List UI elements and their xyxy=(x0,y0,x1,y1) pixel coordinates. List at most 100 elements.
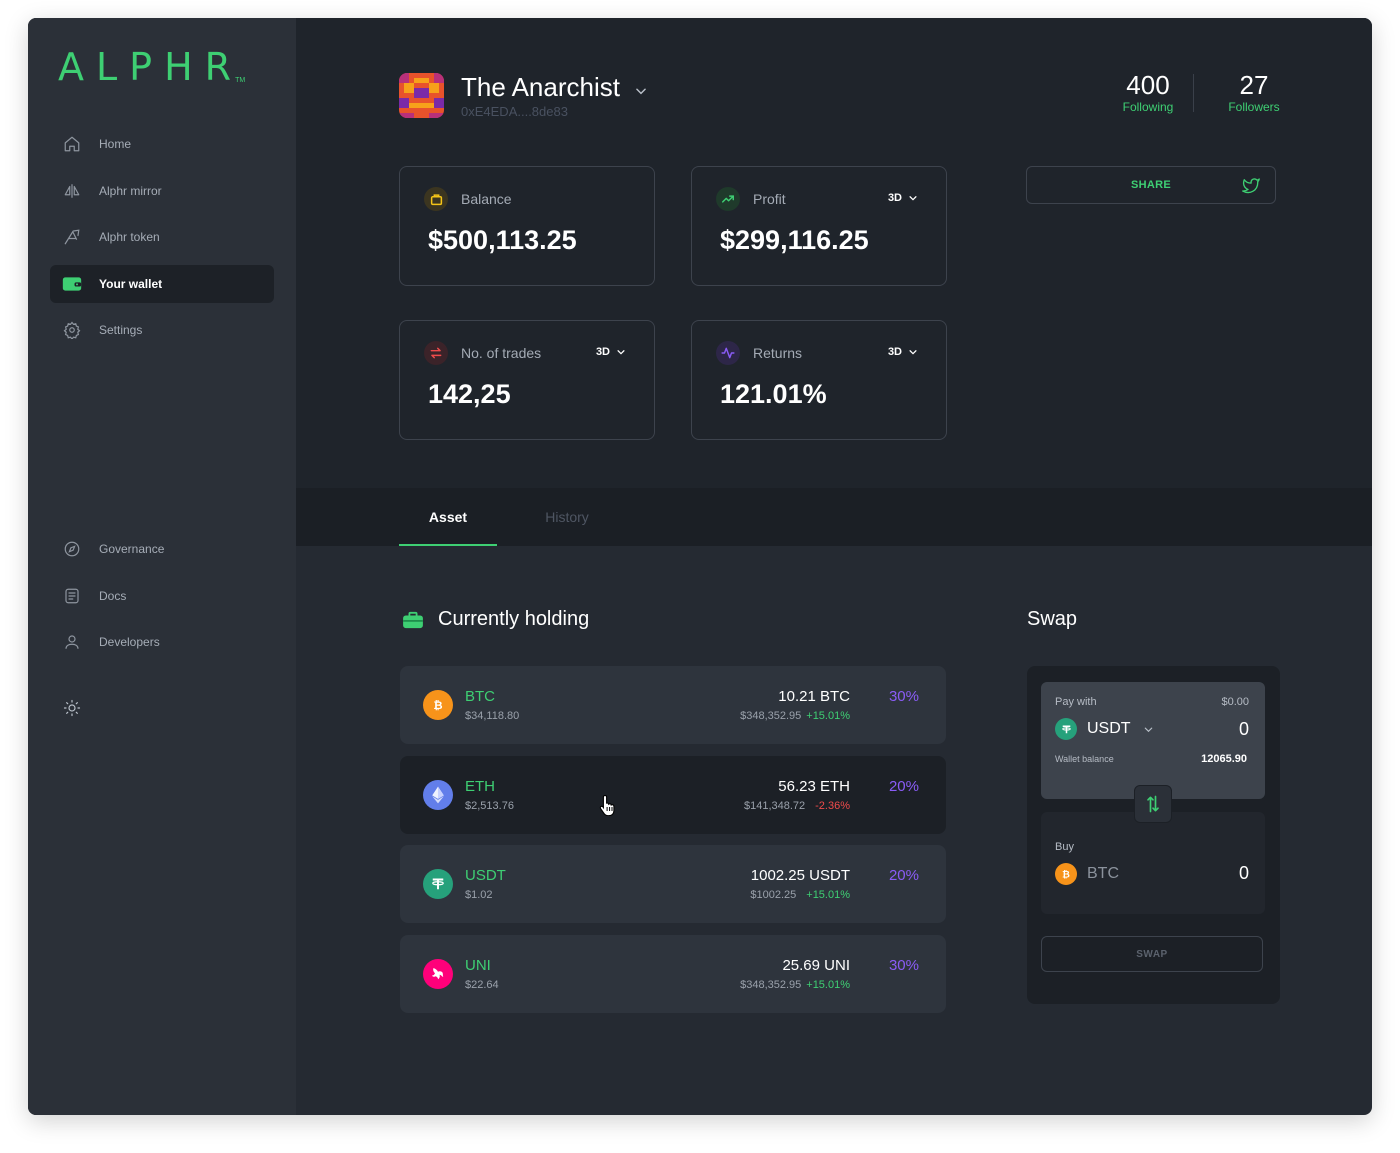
returns-title: Returns xyxy=(753,345,803,361)
holding-row-btc[interactable]: ₿ BTC $34,118.80 10.21 BTC $348,352.95 +1… xyxy=(400,666,946,744)
transfer-icon xyxy=(424,341,448,365)
compass-icon xyxy=(62,539,82,559)
profit-title: Profit xyxy=(753,191,786,207)
returns-card: Returns 3D 121.01% xyxy=(691,320,947,440)
sidebar-item-alphr-mirror[interactable]: Alphr mirror xyxy=(50,172,274,210)
sidebar-item-docs[interactable]: Docs xyxy=(50,577,274,615)
logo-text: ALPHR xyxy=(58,45,244,89)
holding-change: +15.01% xyxy=(806,710,850,722)
stat-divider xyxy=(1193,74,1194,112)
trend-up-icon xyxy=(716,187,740,211)
share-button[interactable]: SHARE xyxy=(1026,166,1276,204)
holding-change: +15.01% xyxy=(806,979,850,992)
following-count: 400 xyxy=(1126,70,1170,100)
swap-arrows-icon xyxy=(1147,795,1159,813)
profile-name-dropdown[interactable]: The Anarchist xyxy=(461,70,648,105)
holding-change: -2.36% xyxy=(815,799,850,812)
holding-price: $34,118.80 xyxy=(465,710,520,722)
returns-period-select[interactable]: 3D xyxy=(888,346,918,358)
swap-heading: Swap xyxy=(1027,608,1078,630)
token-icon xyxy=(62,227,82,247)
pay-with-label: Pay with xyxy=(1055,696,1097,708)
holding-value: $1002.25 xyxy=(750,889,797,902)
swap-panel: Pay with $0.00 USDT Wallet balance 12065… xyxy=(1027,666,1280,1004)
holdings-title: Currently holding xyxy=(438,608,590,630)
balance-card: Balance $500,113.25 xyxy=(399,166,655,286)
holding-percent: 20% xyxy=(888,867,919,885)
sidebar-item-label: Home xyxy=(99,137,132,151)
sidebar: ALPHR TM Home Alphr mirror Alphr toke xyxy=(28,18,296,1115)
sidebar-item-alphr-token[interactable]: Alphr token xyxy=(50,218,274,256)
tab-history[interactable]: History xyxy=(545,509,589,525)
holdings-list: ₿ BTC $34,118.80 10.21 BTC $348,352.95 +1… xyxy=(400,666,946,1025)
bitcoin-icon: ₿ xyxy=(1055,863,1077,885)
wallet-icon xyxy=(62,274,82,294)
trades-period-select[interactable]: 3D xyxy=(596,346,626,358)
holding-amount: 56.23 ETH xyxy=(778,777,850,795)
sidebar-item-developers[interactable]: Developers xyxy=(50,623,274,661)
chevron-down-icon xyxy=(909,196,917,201)
holding-row-eth[interactable]: ETH $2,513.76 56.23 ETH $141,348.72 -2.36… xyxy=(400,755,946,834)
holding-value: $348,352.95 xyxy=(740,710,802,722)
balance-icon xyxy=(424,187,448,211)
buy-amount-input[interactable] xyxy=(1169,863,1249,884)
balance-value: $500,113.25 xyxy=(428,225,577,255)
holding-value: $348,352.95 xyxy=(740,979,802,992)
sidebar-item-your-wallet[interactable]: Your wallet xyxy=(50,264,274,303)
pay-token-select[interactable]: USDT xyxy=(1055,718,1154,740)
holding-symbol: USDT xyxy=(465,867,506,885)
following-label: Following xyxy=(1122,100,1174,114)
holding-value-line: $1002.25 +15.01% xyxy=(750,889,850,901)
trades-title: No. of trades xyxy=(461,345,542,361)
avatar[interactable] xyxy=(399,73,444,118)
briefcase-icon xyxy=(402,611,424,629)
profile-name: The Anarchist xyxy=(461,72,620,102)
pointer-cursor-icon xyxy=(599,794,617,821)
buy-token-select[interactable]: ₿ BTC xyxy=(1055,863,1131,885)
chevron-down-icon xyxy=(634,74,648,105)
holding-change: +15.01% xyxy=(806,889,850,902)
sidebar-item-label: Docs xyxy=(99,588,127,603)
holding-percent: 20% xyxy=(888,777,919,795)
holding-symbol: ETH xyxy=(465,777,495,795)
document-icon xyxy=(62,586,82,606)
profit-period-select[interactable]: 3D xyxy=(888,192,918,204)
swap-button[interactable]: SWAP xyxy=(1041,936,1263,972)
holding-percent: 30% xyxy=(888,688,919,705)
holding-amount: 25.69 UNI xyxy=(782,957,850,975)
holding-price: $22.64 xyxy=(465,979,499,992)
returns-value: 121.01% xyxy=(720,379,827,409)
tab-asset[interactable]: Asset xyxy=(399,488,497,546)
sun-icon[interactable] xyxy=(62,698,82,718)
sidebar-item-home[interactable]: Home xyxy=(50,125,274,163)
sidebar-item-settings[interactable]: Settings xyxy=(50,311,274,349)
following-stat[interactable]: 400 Following xyxy=(1108,70,1188,114)
holding-price: $2,513.76 xyxy=(465,799,514,812)
ethereum-icon xyxy=(423,779,453,810)
chevron-down-icon xyxy=(909,350,917,355)
wallet-address: 0xE4EDA....8de83 xyxy=(461,104,568,119)
holdings-heading: Currently holding xyxy=(402,608,589,631)
followers-count: 27 xyxy=(1239,70,1269,100)
followers-stat[interactable]: 27 Followers xyxy=(1214,70,1294,114)
user-icon xyxy=(62,632,82,652)
trades-card: No. of trades 3D 142,25 xyxy=(399,320,655,440)
pay-usd-value: $0.00 xyxy=(1221,696,1249,708)
uniswap-icon xyxy=(423,959,453,990)
home-icon xyxy=(62,134,82,154)
holding-row-uni[interactable]: UNI $22.64 25.69 UNI $348,352.95 +15.01% … xyxy=(400,935,946,1014)
period-label: 3D xyxy=(887,192,902,204)
pay-amount-input[interactable] xyxy=(1169,719,1249,740)
holding-row-usdt[interactable]: USDT $1.02 1002.25 USDT $1002.25 +15.01% … xyxy=(400,845,946,924)
wallet-balance-label: Wallet balance xyxy=(1055,754,1114,764)
bitcoin-icon: ₿ xyxy=(423,690,453,720)
sidebar-item-label: Settings xyxy=(99,323,143,338)
holding-amount: 1002.25 USDT xyxy=(750,867,850,885)
holding-symbol: UNI xyxy=(465,957,491,975)
alphr-logo[interactable]: ALPHR TM xyxy=(58,48,245,86)
gear-icon xyxy=(62,320,82,340)
pay-with-box: Pay with $0.00 USDT Wallet balance 12065… xyxy=(1041,682,1265,799)
swap-direction-button[interactable] xyxy=(1134,785,1172,823)
sidebar-item-governance[interactable]: Governance xyxy=(50,530,274,568)
chevron-down-icon xyxy=(617,350,625,355)
